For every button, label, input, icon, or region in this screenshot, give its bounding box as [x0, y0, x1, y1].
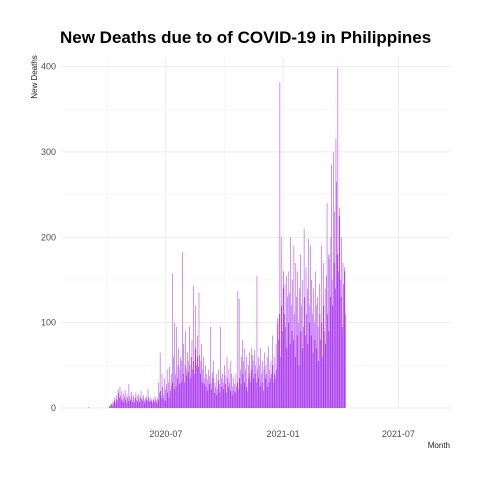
x-tick-label: 2021-01	[267, 429, 300, 439]
bars	[88, 68, 346, 409]
y-tick-label: 400	[41, 62, 56, 72]
y-tick-labels: 0 100 200 300 400	[41, 62, 56, 413]
chart-title: New Deaths due to of COVID-19 in Philipp…	[60, 28, 431, 47]
x-tick-label: 2021-07	[382, 429, 415, 439]
x-tick-label: 2020-07	[149, 429, 182, 439]
y-axis-label: New Deaths	[30, 55, 39, 99]
x-tick-labels: 2020-07 2021-01 2021-07	[149, 429, 415, 439]
y-tick-label: 300	[41, 147, 56, 157]
y-tick-label: 100	[41, 318, 56, 328]
y-tick-label: 0	[51, 403, 56, 413]
x-axis-label: Month	[428, 441, 450, 450]
y-tick-label: 200	[41, 232, 56, 242]
